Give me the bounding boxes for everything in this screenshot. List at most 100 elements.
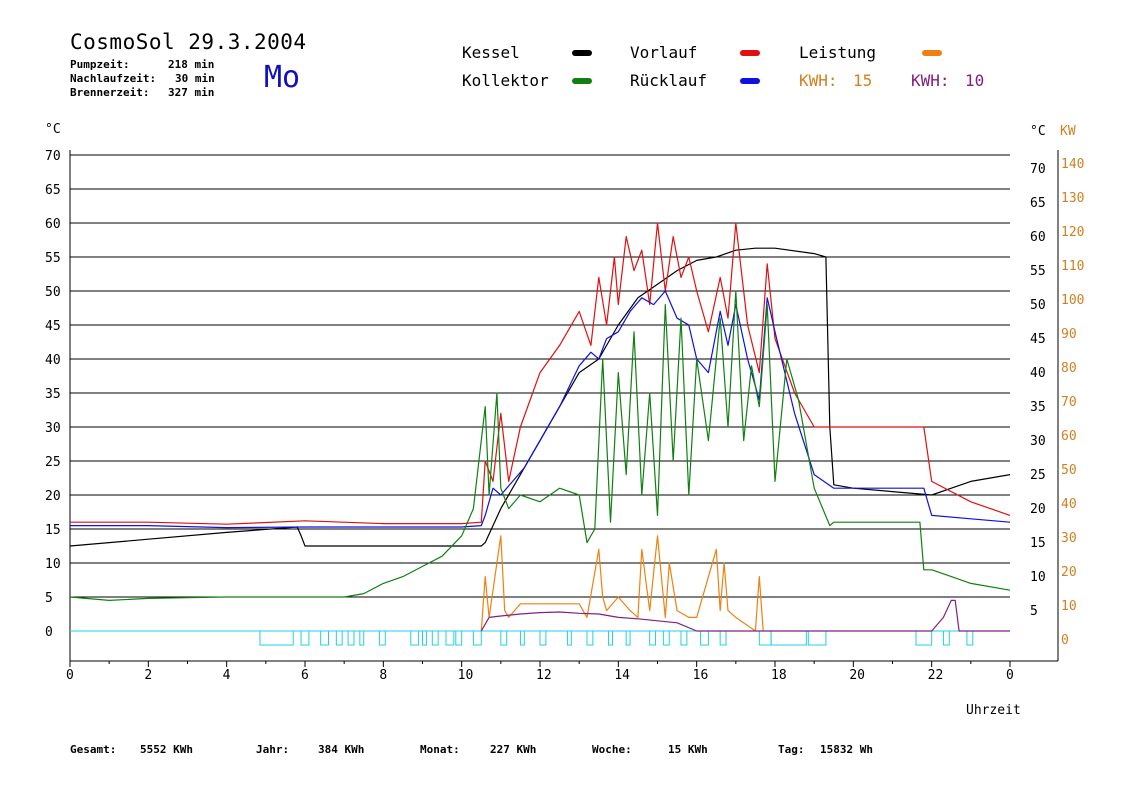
y-tick-label-power: 10	[1061, 599, 1077, 614]
legend-ruecklauf-swatch	[740, 78, 760, 84]
total-woche-value: 15 KWh	[668, 743, 708, 756]
series-line-kwh	[480, 599, 1010, 632]
y-tick-label-right: 25	[1030, 468, 1046, 483]
stat-pumpzeit-label: Pumpzeit:	[70, 58, 130, 71]
y-tick-label-right: 45	[1030, 332, 1046, 347]
y-tick-label-left: 45	[45, 319, 61, 334]
y-tick-label-left: 40	[45, 353, 61, 368]
y-tick-label-left: 0	[45, 625, 53, 640]
y-axis-unit-left: °C	[45, 122, 61, 137]
pump-interval	[359, 630, 365, 646]
pump-interval	[680, 630, 688, 646]
x-tick-label: 2	[144, 668, 152, 683]
x-tick-label: 8	[379, 668, 387, 683]
total-gesamt-label: Gesamt:	[70, 743, 117, 756]
pump-interval	[455, 630, 463, 646]
y-tick-label-right: 15	[1030, 536, 1046, 551]
y-tick-label-left: 35	[45, 387, 61, 402]
legend-vorlauf-swatch	[740, 50, 760, 56]
pump-interval	[625, 630, 631, 646]
legend-kollektor-swatch	[572, 78, 592, 84]
y-tick-label-left: 30	[45, 421, 61, 436]
pump-interval	[700, 630, 709, 646]
x-tick-label: 12	[536, 668, 552, 683]
y-tick-label-left: 55	[45, 251, 61, 266]
total-tag-label: Tag:	[778, 743, 805, 756]
y-tick-label-right: 70	[1030, 162, 1046, 177]
y-tick-label-left: 5	[45, 591, 53, 606]
legend-vorlauf-label: Vorlauf	[630, 43, 698, 62]
pump-interval	[649, 630, 657, 646]
y-tick-label-right: 55	[1030, 264, 1046, 279]
stat-nachlaufzeit-label: Nachlaufzeit:	[70, 72, 157, 85]
x-tick-label: 4	[223, 668, 231, 683]
y-tick-label-left: 10	[45, 557, 61, 572]
x-tick-label: 14	[614, 668, 630, 683]
pump-interval	[915, 630, 933, 646]
pump-interval	[410, 630, 420, 646]
total-tag-value: 15832 Wh	[820, 743, 873, 756]
series-line-vorlauf	[70, 222, 1011, 525]
y-axis-unit-power: KW	[1060, 124, 1076, 139]
series-line-kollektor	[69, 290, 1011, 602]
pump-interval	[431, 630, 439, 646]
y-tick-label-left: 25	[45, 455, 61, 470]
y-tick-label-right: 35	[1030, 400, 1046, 415]
pump-interval	[758, 630, 772, 646]
pump-interval	[566, 630, 572, 646]
weekday-label: Mo	[264, 60, 301, 95]
y-tick-label-right: 65	[1030, 196, 1046, 211]
y-tick-label-right: 60	[1030, 230, 1046, 245]
x-tick-label: 18	[771, 668, 787, 683]
stat-brennerzeit-value: 327 min	[168, 86, 215, 99]
y-tick-label-power: 0	[1061, 633, 1069, 648]
y-tick-label-power: 90	[1061, 327, 1077, 342]
legend-kollektor-label: Kollektor	[462, 71, 549, 90]
pump-interval	[770, 630, 807, 646]
legend-kessel-label: Kessel	[462, 43, 520, 62]
pump-interval	[608, 630, 613, 646]
y-tick-label-power: 20	[1061, 565, 1077, 580]
kwh-purple-value: 10	[965, 71, 985, 90]
y-tick-label-right: 50	[1030, 298, 1046, 313]
y-tick-label-power: 120	[1061, 225, 1084, 240]
total-jahr-value: 384 KWh	[318, 743, 365, 756]
kwh-purple-label: KWH:	[911, 71, 950, 90]
total-monat-label: Monat:	[420, 743, 460, 756]
total-jahr-label: Jahr:	[256, 743, 290, 756]
y-tick-label-left: 20	[45, 489, 61, 504]
x-tick-label: 22	[928, 668, 944, 683]
legend-kessel-swatch	[572, 50, 592, 56]
pump-interval	[942, 630, 950, 646]
pump-interval	[586, 630, 594, 646]
y-tick-label-left: 60	[45, 217, 61, 232]
series-line-kessel	[69, 247, 1011, 547]
legend-ruecklauf-label: Rücklauf	[630, 71, 708, 90]
y-tick-label-power: 30	[1061, 531, 1077, 546]
x-tick-label: 10	[458, 668, 474, 683]
y-tick-label-power: 110	[1061, 259, 1084, 274]
total-woche-label: Woche:	[592, 743, 632, 756]
pump-interval	[966, 630, 974, 646]
pump-interval	[378, 630, 386, 646]
y-tick-label-left: 65	[45, 183, 61, 198]
kwh-orange-value: 15	[853, 71, 873, 90]
pump-interval	[335, 630, 343, 646]
pump-interval	[259, 630, 294, 646]
y-tick-label-right: 20	[1030, 502, 1046, 517]
total-gesamt-value: 5552 KWh	[140, 743, 193, 756]
y-tick-label-right: 30	[1030, 434, 1046, 449]
x-tick-label: 0	[66, 668, 74, 683]
pump-interval	[320, 630, 329, 646]
legend-leistung-swatch	[922, 50, 942, 56]
y-tick-label-power: 70	[1061, 395, 1077, 410]
kwh-orange-label: KWH:	[799, 71, 838, 90]
pump-interval	[445, 630, 455, 646]
y-tick-label-left: 70	[45, 149, 61, 164]
y-tick-label-power: 80	[1061, 361, 1077, 376]
pump-interval	[519, 630, 525, 646]
y-tick-label-power: 50	[1061, 463, 1077, 478]
y-tick-label-power: 100	[1061, 293, 1084, 308]
stat-nachlaufzeit-value: 30 min	[175, 72, 215, 85]
